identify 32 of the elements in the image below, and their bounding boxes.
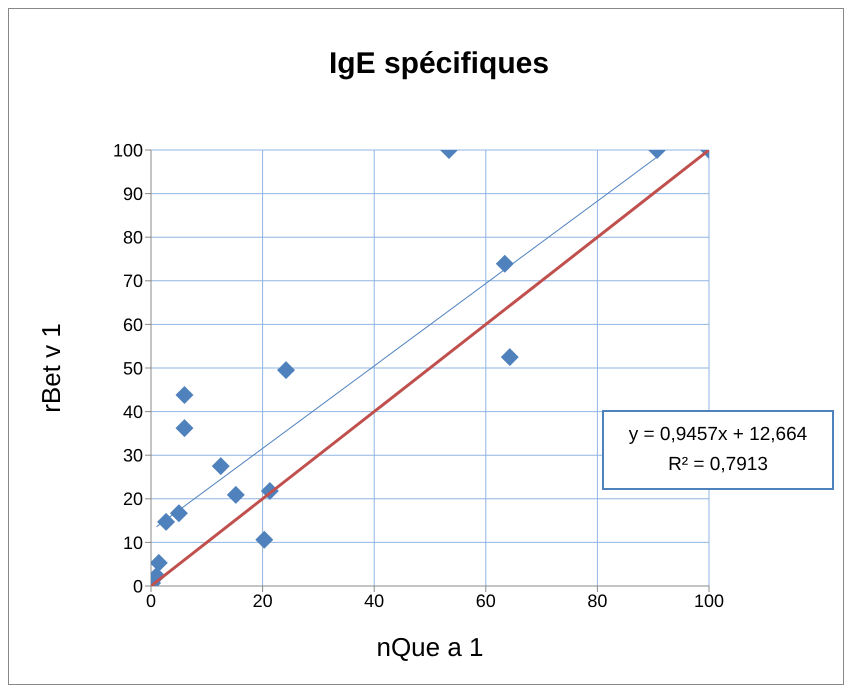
y-tick-label: 50 xyxy=(122,358,143,378)
annotation: y = 0,9457x + 12,664 xyxy=(628,423,808,447)
y-tick-label: 70 xyxy=(122,271,143,292)
point xyxy=(170,504,188,522)
y-tick-label: 10 xyxy=(122,532,143,553)
point xyxy=(500,348,519,366)
x-tick-label: 20 xyxy=(252,590,273,611)
y-tick-label: 30 xyxy=(122,446,143,466)
y-tick-label: 0 xyxy=(132,576,143,596)
point xyxy=(277,361,296,380)
y-tick-label: 80 xyxy=(122,228,143,248)
annotation: R² = 0,7913 xyxy=(667,453,769,477)
point xyxy=(175,419,194,438)
x-tick-label: 60 xyxy=(476,590,496,611)
point xyxy=(175,386,194,404)
y-tick-label: 90 xyxy=(122,184,143,204)
y-tick-label: 20 xyxy=(122,489,143,510)
y-tick-label: 40 xyxy=(122,402,143,422)
x-tick-label: 40 xyxy=(364,590,384,611)
point xyxy=(157,512,176,531)
point xyxy=(212,457,230,476)
y-tick-label: 100 xyxy=(112,140,143,160)
x-axis-title: nQue a 1 xyxy=(376,632,484,662)
chart-title: IgE spécifiques xyxy=(328,47,550,81)
point xyxy=(226,486,245,504)
x-tick-label: 0 xyxy=(146,590,156,611)
y-tick-label: 60 xyxy=(122,314,143,335)
point xyxy=(255,530,274,549)
x-tick-label: 100 xyxy=(694,590,724,611)
point xyxy=(151,554,168,572)
x-tick-label: 80 xyxy=(587,590,608,611)
y-axis-title: rBet v 1 xyxy=(36,323,66,413)
